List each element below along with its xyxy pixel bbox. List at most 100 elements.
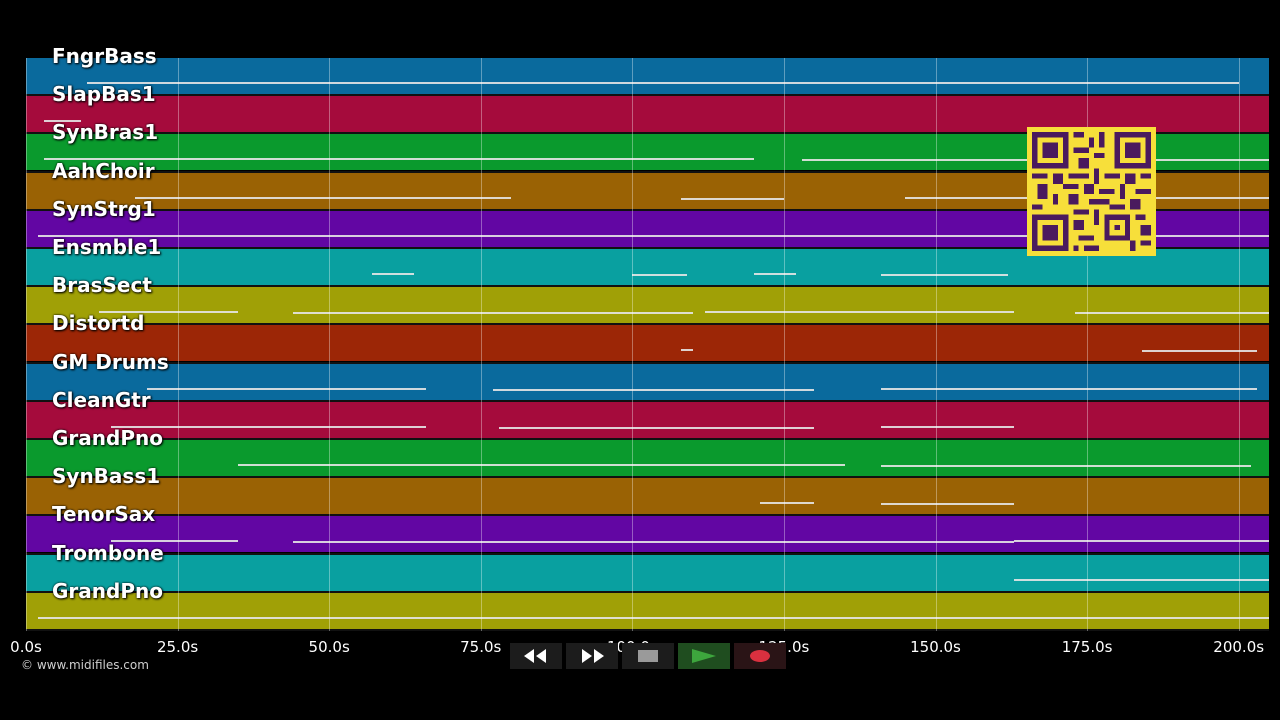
track-separator (26, 323, 1269, 326)
track-separator (26, 399, 1269, 402)
note-segment (86, 82, 1239, 84)
track-separator (26, 476, 1269, 479)
note-segment (44, 158, 754, 161)
track-label: SynStrg1 (52, 196, 156, 221)
fast-forward-icon (582, 649, 604, 663)
note-segment (38, 234, 1269, 237)
time-tick-label: 25.0s (156, 638, 199, 656)
note-segment (135, 196, 512, 199)
note-segment (147, 387, 427, 390)
track-row (26, 363, 1269, 400)
note-segment (292, 541, 1015, 544)
track-label: Distortd (52, 311, 145, 336)
note-segment (880, 503, 1015, 506)
stop-icon (638, 650, 658, 662)
note-segment (1014, 578, 1269, 581)
note-segment (1014, 540, 1269, 543)
note-segment (880, 274, 1009, 276)
note-segment (38, 616, 1269, 619)
time-gridline (1238, 58, 1240, 631)
time-gridline (935, 58, 937, 631)
note-segment (110, 425, 427, 428)
time-gridline (329, 58, 331, 631)
track-row (26, 440, 1269, 476)
note-segment (680, 349, 693, 352)
track-label: GrandPno (52, 578, 163, 603)
note-segment (680, 197, 784, 200)
time-tick-label: 200.0s (1213, 638, 1265, 656)
track-label: GrandPno (52, 426, 163, 450)
track-separator (26, 552, 1269, 555)
track-row (26, 96, 1269, 133)
record-icon (750, 650, 770, 662)
track-label: Ensmble1 (52, 235, 162, 259)
rewind-button[interactable] (510, 643, 562, 669)
track-label: FngrBass (52, 44, 157, 68)
track-label: AahChoir (52, 158, 155, 183)
note-segment (753, 273, 797, 275)
track-separator (26, 514, 1269, 517)
time-tick-label: 0.0s (10, 638, 42, 656)
time-gridline (1087, 58, 1089, 631)
track-label: CleanGtr (52, 387, 151, 412)
stop-button[interactable] (622, 643, 674, 669)
time-gridline (26, 58, 27, 631)
track-label: SynBras1 (52, 120, 159, 145)
qr-code-icon (1027, 127, 1156, 256)
time-tick-label: 175.0s (1061, 638, 1113, 656)
note-segment (880, 425, 1015, 428)
time-tick-label: 75.0s (460, 638, 502, 656)
track-separator (26, 94, 1269, 97)
track-separator (26, 285, 1269, 288)
track-separator (26, 208, 1269, 211)
note-segment (371, 273, 415, 275)
play-icon (692, 649, 716, 663)
track-row (26, 287, 1269, 324)
track-separator (26, 247, 1269, 249)
note-segment (880, 465, 1251, 467)
note-segment (632, 274, 687, 276)
note-segment (498, 426, 815, 429)
track-row (26, 554, 1269, 591)
track-row (26, 325, 1269, 362)
time-tick-label: 50.0s (308, 638, 350, 656)
note-segment (1074, 312, 1269, 315)
record-button[interactable] (734, 643, 786, 669)
time-gridline (783, 58, 785, 631)
track-row (26, 401, 1269, 438)
track-separator (26, 132, 1269, 135)
rewind-icon (524, 649, 546, 663)
track-row (26, 516, 1269, 553)
note-segment (98, 311, 239, 314)
note-segment (759, 502, 815, 505)
note-segment (880, 387, 1257, 390)
track-row (26, 58, 1269, 94)
copyright-text: © www.midifiles.com (21, 658, 149, 672)
track-label: SlapBas1 (52, 82, 156, 107)
transport-controls (510, 643, 786, 669)
note-segment (1141, 350, 1257, 353)
track-separator (26, 590, 1269, 593)
play-button[interactable] (678, 643, 730, 669)
track-row (26, 592, 1269, 629)
note-segment (492, 388, 815, 391)
note-segment (110, 540, 239, 543)
track-label: SynBass1 (52, 464, 161, 489)
time-tick-label: 150.0s (910, 638, 961, 656)
track-label: Trombone (52, 540, 164, 565)
fast-forward-button[interactable] (566, 643, 618, 669)
note-segment (44, 120, 81, 123)
track-separator (26, 629, 1269, 631)
time-gridline (177, 58, 179, 631)
note-segment (292, 312, 693, 315)
time-gridline (480, 58, 482, 631)
track-separator (26, 170, 1269, 173)
track-separator (26, 438, 1269, 440)
track-separator (26, 361, 1269, 364)
time-gridline (632, 58, 634, 631)
track-label: GM Drums (52, 349, 169, 374)
track-label: TenorSax (52, 502, 156, 527)
note-segment (705, 311, 1015, 314)
note-segment (238, 464, 845, 466)
track-row (26, 478, 1269, 515)
